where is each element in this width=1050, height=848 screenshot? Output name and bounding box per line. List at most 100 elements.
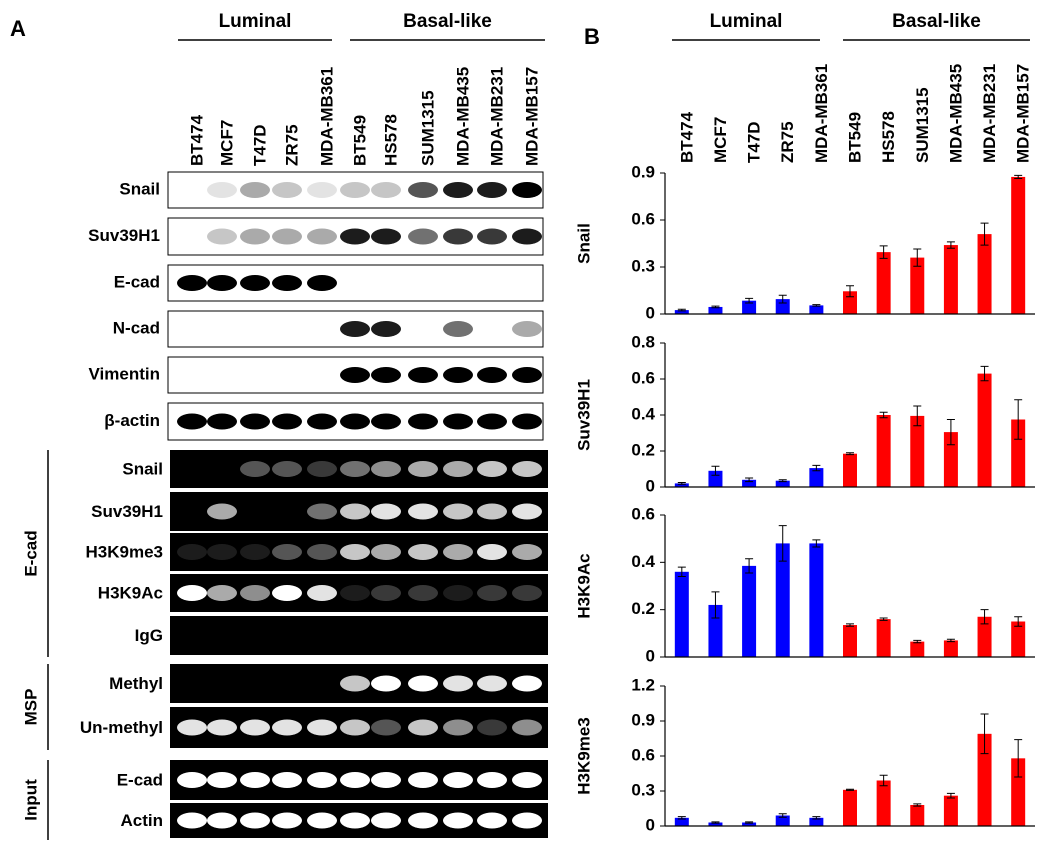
error-bar (745, 821, 754, 824)
band (512, 367, 542, 383)
error-bar (745, 297, 754, 304)
band (477, 544, 507, 560)
y-tick-label: 1.2 (631, 675, 655, 694)
bar (843, 453, 857, 487)
band (477, 182, 507, 198)
panel-label: A (10, 16, 26, 41)
gel-label: Snail (122, 459, 163, 478)
gel-box (170, 616, 548, 655)
bar (742, 300, 757, 314)
lane-label: HS578 (381, 114, 400, 166)
band (240, 544, 270, 560)
band (443, 461, 473, 477)
band (207, 182, 237, 198)
y-tick-label: 0.8 (631, 332, 655, 351)
band (340, 719, 370, 736)
y-tick-label: 0.4 (631, 404, 655, 423)
band (207, 812, 237, 829)
error-bar (913, 639, 922, 644)
band (207, 275, 237, 291)
band (340, 367, 370, 383)
y-tick-label: 0.3 (631, 256, 655, 275)
error-bar (879, 774, 888, 787)
band (240, 182, 270, 198)
y-tick-label: 0.4 (631, 552, 655, 571)
band (207, 544, 237, 560)
band (177, 544, 207, 560)
lane-label: BT474 (187, 114, 206, 166)
band (340, 812, 370, 829)
band (443, 321, 473, 337)
error-bar (778, 294, 787, 304)
bar (843, 625, 857, 657)
error-bar (711, 821, 720, 824)
band (408, 812, 438, 829)
gel-label: Un-methyl (80, 718, 163, 737)
error-bar (677, 566, 686, 578)
x-tick-label: BT549 (845, 112, 864, 163)
band (512, 413, 542, 430)
bar (1011, 621, 1026, 657)
error-bar (879, 411, 888, 419)
error-bar (711, 305, 720, 309)
band (408, 503, 438, 520)
bar (977, 733, 992, 826)
band (371, 503, 401, 520)
gel-label: E-cad (117, 770, 163, 789)
band (408, 228, 438, 245)
section-label: E-cad (21, 530, 40, 576)
bar (910, 641, 925, 657)
section-label: Input (21, 779, 40, 821)
bar (742, 479, 757, 487)
error-bar (745, 558, 754, 574)
error-bar (846, 623, 854, 627)
band (272, 182, 302, 198)
bar (876, 619, 891, 657)
band (512, 182, 542, 198)
band (477, 675, 507, 692)
band (307, 228, 337, 245)
bar (943, 432, 958, 487)
error-bar (711, 465, 720, 476)
group-label: Basal-like (403, 11, 492, 32)
band (307, 772, 337, 788)
band (408, 413, 438, 430)
band (177, 413, 207, 430)
band (177, 812, 207, 829)
band (340, 675, 370, 692)
bar (876, 252, 891, 314)
blot-label: β-actin (104, 411, 160, 430)
band (307, 461, 337, 477)
band (272, 772, 302, 788)
band (443, 413, 473, 430)
band (307, 275, 337, 291)
bar (910, 805, 925, 826)
gel-label: Actin (121, 811, 164, 830)
panel-label: B (584, 24, 600, 49)
bar (809, 817, 824, 826)
bar (977, 373, 992, 487)
y-axis-label: H3K9Ac (574, 553, 593, 618)
band (371, 772, 401, 788)
group-label: Luminal (219, 11, 292, 32)
error-bar (778, 813, 787, 818)
band (340, 321, 370, 337)
band (240, 228, 270, 245)
band (408, 182, 438, 198)
bar (910, 257, 925, 314)
gel-label: H3K9me3 (86, 542, 164, 561)
y-tick-label: 0.3 (631, 780, 655, 799)
y-axis-label: Snail (574, 223, 593, 264)
lane-label: T47D (250, 124, 269, 166)
band (371, 719, 401, 736)
gel-label: Suv39H1 (91, 502, 163, 521)
error-bar (677, 308, 686, 312)
error-bar (778, 479, 787, 483)
y-tick-label: 0.6 (631, 504, 655, 523)
error-bar (1014, 174, 1023, 179)
error-bar (812, 464, 821, 472)
x-tick-label: MDA-MB231 (980, 64, 999, 163)
band (443, 544, 473, 560)
band (240, 812, 270, 829)
band (240, 719, 270, 736)
